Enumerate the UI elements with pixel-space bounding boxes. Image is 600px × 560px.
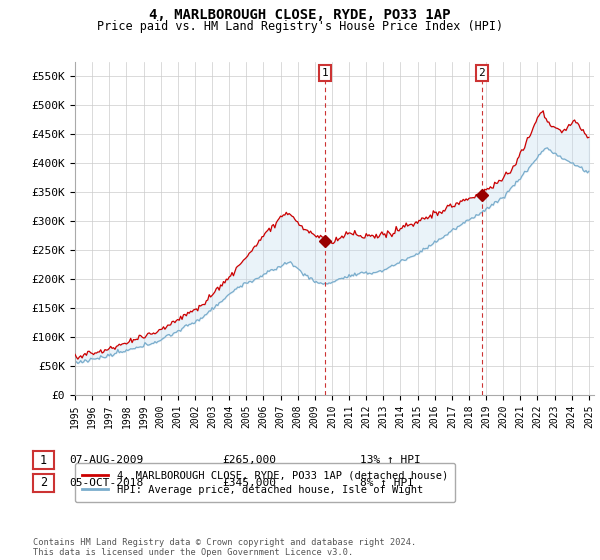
Text: 4, MARLBOROUGH CLOSE, RYDE, PO33 1AP: 4, MARLBOROUGH CLOSE, RYDE, PO33 1AP [149, 8, 451, 22]
Text: 05-OCT-2018: 05-OCT-2018 [69, 478, 143, 488]
Text: £345,000: £345,000 [222, 478, 276, 488]
Text: 13% ↑ HPI: 13% ↑ HPI [360, 455, 421, 465]
Text: 07-AUG-2009: 07-AUG-2009 [69, 455, 143, 465]
Text: 2: 2 [40, 476, 47, 489]
Text: 1: 1 [322, 68, 328, 78]
Text: 2: 2 [478, 68, 485, 78]
Text: 8% ↑ HPI: 8% ↑ HPI [360, 478, 414, 488]
Text: Price paid vs. HM Land Registry's House Price Index (HPI): Price paid vs. HM Land Registry's House … [97, 20, 503, 32]
Text: Contains HM Land Registry data © Crown copyright and database right 2024.
This d: Contains HM Land Registry data © Crown c… [33, 538, 416, 557]
Text: 1: 1 [40, 454, 47, 467]
Legend: 4, MARLBOROUGH CLOSE, RYDE, PO33 1AP (detached house), HPI: Average price, detac: 4, MARLBOROUGH CLOSE, RYDE, PO33 1AP (de… [75, 463, 455, 502]
Text: £265,000: £265,000 [222, 455, 276, 465]
